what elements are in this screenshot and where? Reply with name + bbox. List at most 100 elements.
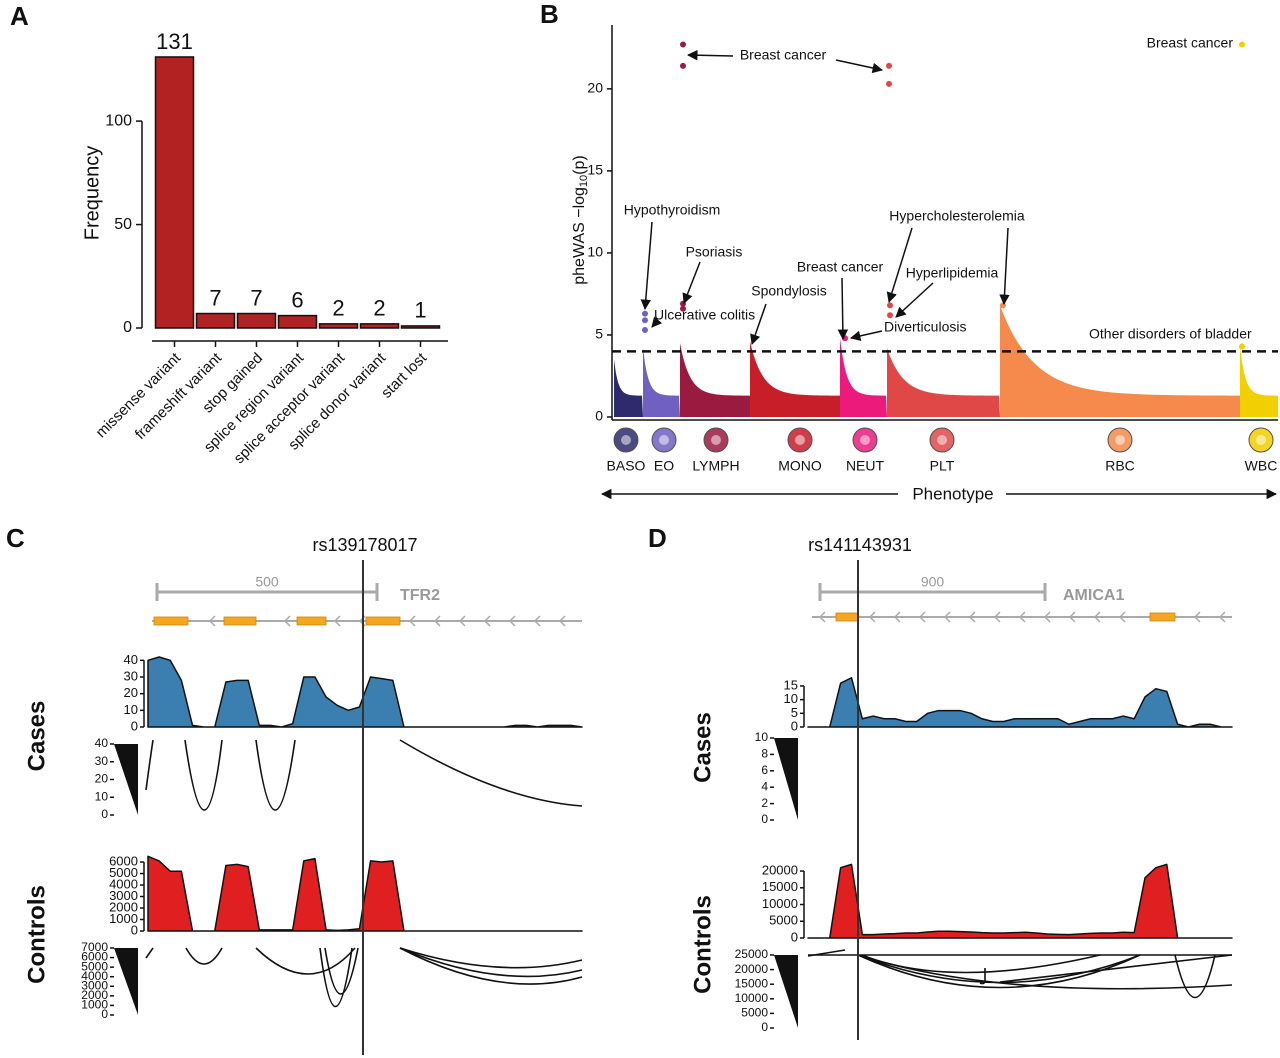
phenotype-area [614,359,643,417]
y-tick-label: 5000 [109,865,138,880]
phenotype-area [887,348,1000,417]
coverage-area [147,855,583,932]
annotation-arrow [686,49,734,61]
annotation: Breast cancer [797,259,884,275]
gene-name: AMICA1 [1063,587,1124,604]
junction-tick-label: 30 [95,754,109,768]
y-tick-label: 3000 [109,888,138,903]
y-tick-label: 10 [587,244,603,260]
junction-tick-label: 4000 [81,969,108,983]
strand-chevron [483,615,491,627]
junction-arc [999,954,1233,983]
y-tick-label: 5 [791,705,798,720]
y-tick-label: 2000 [109,899,138,914]
scale-bar [155,583,379,601]
cell-icon-core [860,435,870,445]
bar [154,56,195,329]
annotation-arrow [651,316,663,328]
y-tick-label: 0 [123,319,132,336]
junction-tick-label: 6 [761,763,768,777]
scale-label: 500 [255,574,279,590]
bar [318,323,359,329]
junction-arc [145,947,154,959]
track-label: Controls [23,885,50,984]
data-label: 2 [373,296,385,321]
y-axis-label: Frequency [81,146,103,241]
group-label: PLT [930,458,955,474]
junction-wedge [114,948,138,1015]
group-label: EO [654,458,674,474]
annotation: Spondylosis [751,283,827,299]
y-tick-label: 0 [791,718,798,733]
junction-arc [1174,954,1216,999]
y-tick-label: 50 [114,216,132,233]
y-axis-label-sub: 10 [578,175,590,187]
y-tick-label: 4000 [109,876,138,891]
point [1239,41,1245,48]
annotation: Hyperlipidemia [906,265,999,281]
junction-arc [857,954,1141,984]
data-label: 7 [250,285,262,310]
annotation: Ulcerative colitis [654,307,755,323]
group-label: BASO [607,458,646,474]
point [1239,343,1245,350]
strand-chevron [208,615,216,627]
y-tick-label: 20 [587,80,603,96]
junction-arc [807,949,846,957]
annotation-arrow [835,59,884,74]
junction-tick-label: 20000 [735,962,769,976]
junction-tick-label: 2000 [81,988,108,1002]
group-label: MONO [778,458,822,474]
strand-chevron [893,611,901,623]
exon [296,616,327,626]
annotation-arrow [999,227,1010,306]
cell-icon-core [795,435,805,445]
strand-chevron [533,615,541,627]
junction-arc [399,947,583,985]
panel-label: D [648,523,667,553]
point [887,302,893,309]
annotation-arrow [849,330,883,342]
annotation-arrow [640,221,653,311]
strand-chevron [458,615,466,627]
annotation-arrow [682,261,701,304]
junction-tick-label: 6000 [81,950,108,964]
junction-arc [185,947,223,965]
data-label: 1 [414,298,426,323]
strand-chevron [1193,611,1201,623]
junction-tick-label: 10000 [735,991,769,1005]
coverage-area [807,676,1233,728]
strand-chevron [333,615,341,627]
y-tick-label: 10 [124,702,138,717]
y-tick-label: 10000 [762,896,798,911]
cell-icon-core [1256,435,1266,445]
point [886,80,892,87]
y-tick-label: 5 [595,326,603,342]
point [680,41,686,48]
point [642,327,648,334]
strand-chevron [558,615,566,627]
panel-label: A [10,1,29,31]
strand-chevron [1043,611,1051,623]
annotation: Breast cancer [1147,35,1234,51]
strand-chevron [968,611,976,623]
y-tick-label: 0 [131,922,138,937]
junction-arc [399,739,583,807]
junction-wedge [774,738,798,820]
y-tick-label: 0 [595,408,603,424]
bar [236,312,277,329]
junction-tick-label: 0 [761,812,768,826]
coverage-area [147,656,583,728]
track-label: Controls [689,895,716,994]
y-tick-label: 5000 [769,913,798,928]
coverage-area [807,863,1233,939]
phenotype-area [680,343,750,417]
junction-tick-label: 5000 [81,959,108,973]
strand-chevron [1093,611,1101,623]
strand-chevron [943,611,951,623]
y-tick-label: 0 [131,718,138,733]
junction-tick-label: 15000 [735,976,769,990]
strand-chevron [433,615,441,627]
y-tick-label: 100 [105,112,132,129]
cell-icon-core [659,435,669,445]
